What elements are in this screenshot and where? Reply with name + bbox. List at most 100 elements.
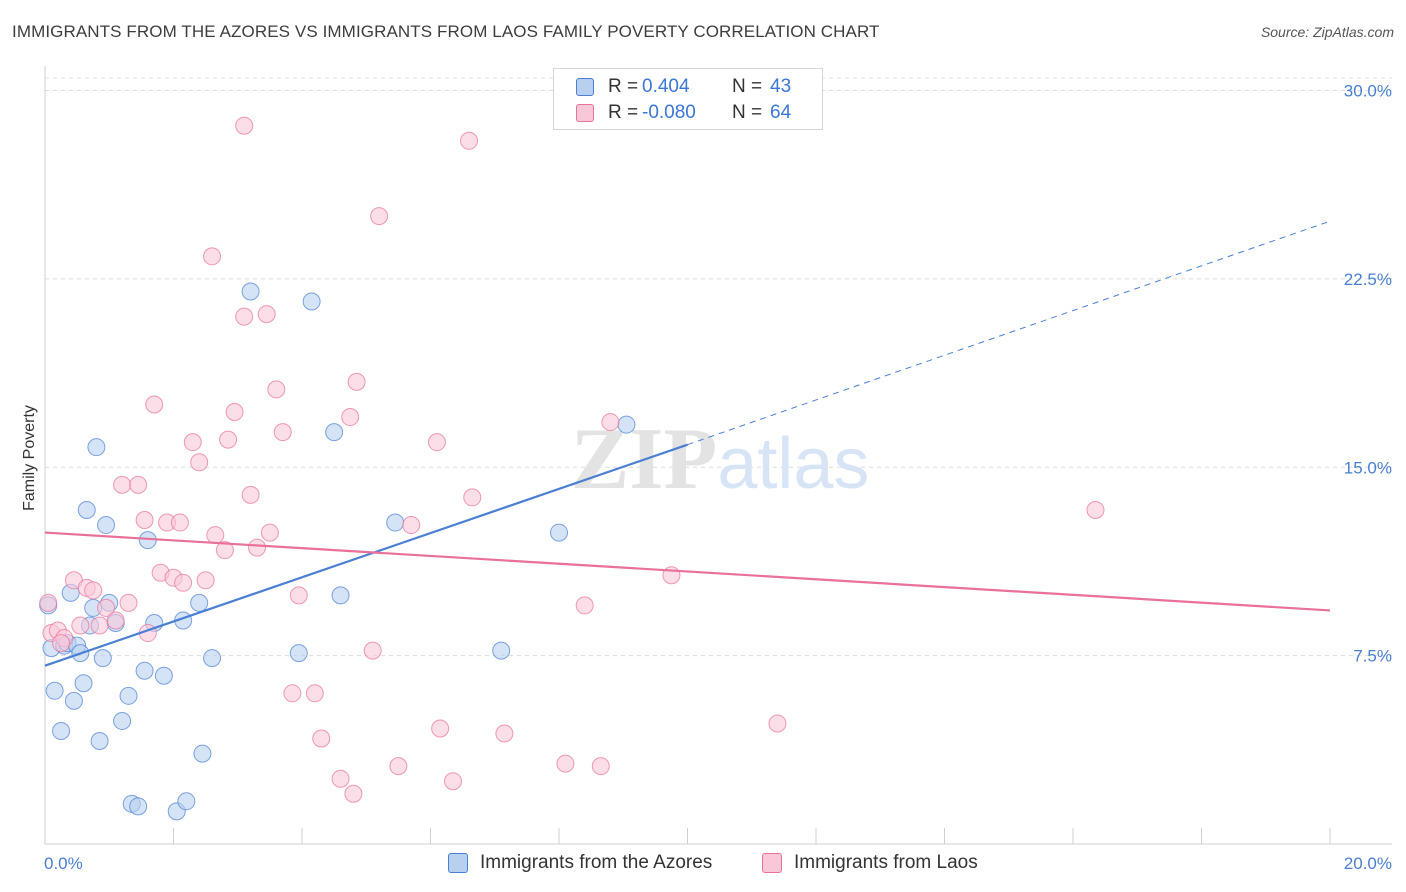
chart-title: IMMIGRANTS FROM THE AZORES VS IMMIGRANTS…: [12, 22, 880, 41]
azores-point: [241, 282, 260, 301]
laos-point: [52, 634, 71, 653]
r-label: R =: [608, 76, 639, 97]
laos-point: [113, 475, 132, 494]
laos-point: [257, 305, 276, 324]
n-label: N =: [732, 102, 763, 123]
laos-point: [225, 403, 244, 422]
laos-point: [575, 596, 594, 615]
azores-point: [325, 423, 344, 442]
laos-point: [443, 772, 462, 791]
azores-swatch: [448, 853, 468, 873]
azores-point: [193, 744, 212, 763]
azores-point: [77, 500, 96, 519]
laos-point: [347, 372, 366, 391]
laos-point: [215, 541, 234, 560]
azores-point: [64, 691, 83, 710]
laos-point: [39, 593, 58, 612]
r-value: 0.404: [642, 76, 690, 97]
laos-point: [235, 116, 254, 135]
laos-point: [495, 724, 514, 743]
legend-item-azores: Immigrants from the Azores: [448, 852, 712, 874]
laos-point: [283, 684, 302, 703]
laos-point: [129, 475, 148, 494]
azores-point: [87, 438, 106, 457]
azores-trend-line: [44, 443, 688, 667]
n-label: N =: [732, 76, 763, 97]
laos-point: [106, 611, 125, 630]
legend-row-azores: R = 0.404 N = 43: [576, 75, 791, 99]
y-tick-label: 15.0%: [1344, 458, 1392, 477]
laos-point: [341, 408, 360, 427]
azores-point: [617, 415, 636, 434]
laos-point: [71, 616, 90, 635]
azores-point: [90, 732, 109, 751]
laos-point: [331, 769, 350, 788]
azores-point: [113, 711, 132, 730]
laos-point: [305, 684, 324, 703]
legend-item-laos: Immigrants from Laos: [762, 852, 978, 874]
laos-point: [241, 485, 260, 504]
laos-point: [273, 423, 292, 442]
azores-point: [289, 644, 308, 663]
laos-point: [260, 523, 279, 542]
laos-point: [196, 571, 215, 590]
azores-point: [129, 797, 148, 816]
laos-point: [135, 511, 154, 530]
laos-point: [431, 719, 450, 738]
legend-row-laos: R = -0.080 N = 64: [576, 101, 791, 125]
laos-point: [389, 757, 408, 776]
source-credit: Source: ZipAtlas.com: [1260, 24, 1394, 40]
tick-labels: 7.5% 15.0% 22.5% 30.0% 0.0% 20.0%: [44, 82, 1392, 873]
laos-point: [591, 757, 610, 776]
laos-point: [145, 395, 164, 414]
laos-point: [768, 714, 787, 733]
laos-point: [183, 433, 202, 452]
azores-point: [45, 681, 64, 700]
laos-point: [289, 586, 308, 605]
x-tick-label: 0.0%: [44, 854, 83, 873]
n-value: 43: [770, 76, 792, 97]
azores-point: [97, 516, 116, 535]
azores-point: [203, 649, 222, 668]
legend-label-laos: Immigrants from Laos: [794, 852, 978, 873]
azores-point: [302, 292, 321, 311]
azores-point: [154, 666, 173, 685]
azores-point: [331, 586, 350, 605]
correlation-legend: R = 0.404 N = 43 R = -0.080 N = 64: [553, 68, 823, 130]
laos-point: [219, 430, 238, 449]
laos-point: [463, 488, 482, 507]
azores-point: [93, 649, 112, 668]
laos-point: [119, 593, 138, 612]
laos-point: [1086, 500, 1105, 519]
azores-point: [492, 641, 511, 660]
series-laos: [39, 116, 1105, 803]
laos-point: [90, 616, 109, 635]
laos-swatch: [762, 853, 782, 873]
y-axis-label: Family Poverty: [21, 405, 38, 511]
laos-point: [206, 526, 225, 545]
azores-point: [74, 674, 93, 693]
laos-point: [312, 729, 331, 748]
axes: [44, 66, 1392, 845]
series-legend: Immigrants from the Azores Immigrants fr…: [0, 852, 1406, 878]
azores-point: [190, 593, 209, 612]
azores-swatch: [576, 78, 594, 96]
y-tick-label: 30.0%: [1344, 82, 1392, 101]
watermark-atlas: atlas: [717, 424, 869, 504]
laos-point: [267, 380, 286, 399]
laos-point: [190, 453, 209, 472]
azores-point: [550, 523, 568, 542]
azores-point: [177, 792, 196, 811]
azores-point: [119, 686, 138, 705]
laos-swatch: [576, 104, 594, 122]
azores-trend-extension: [687, 220, 1331, 446]
laos-point: [84, 581, 103, 600]
legend-label-azores: Immigrants from the Azores: [480, 852, 713, 873]
laos-trend-line: [44, 531, 1331, 612]
azores-point: [386, 513, 405, 532]
azores-point: [52, 721, 71, 740]
y-tick-label: 7.5%: [1353, 647, 1392, 666]
laos-point: [97, 598, 116, 617]
laos-point: [248, 538, 267, 557]
